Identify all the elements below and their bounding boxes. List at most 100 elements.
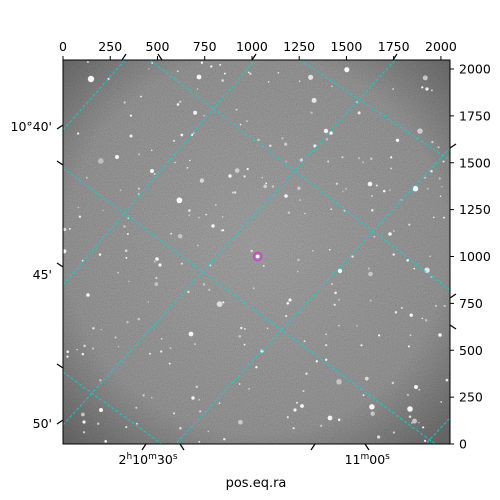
star: [223, 72, 226, 75]
star: [445, 378, 449, 382]
star: [176, 70, 179, 73]
star: [176, 197, 183, 204]
star: [392, 253, 395, 256]
bright-star: [87, 75, 95, 83]
star: [170, 232, 173, 235]
star: [142, 394, 145, 397]
star: [392, 88, 394, 90]
star: [238, 383, 241, 385]
star: [137, 193, 140, 195]
bright-star: [196, 74, 202, 80]
star: [271, 185, 275, 188]
image-frame: [62, 59, 451, 445]
star: [160, 350, 163, 353]
sky-image: [63, 60, 450, 444]
star: [302, 389, 305, 393]
star: [267, 81, 270, 83]
star: [364, 376, 369, 381]
world-tick-mark: [179, 443, 185, 451]
bright-star: [99, 408, 103, 412]
bright-star: [284, 194, 288, 198]
star: [179, 100, 182, 104]
star: [281, 137, 284, 140]
star: [137, 317, 141, 321]
dec-tick-label: 45': [33, 267, 52, 282]
star: [299, 199, 302, 202]
star: [345, 187, 347, 190]
star: [188, 209, 191, 212]
star: [180, 133, 184, 137]
star: [330, 208, 333, 210]
grid-line: [149, 60, 450, 291]
y-tick-label: 1500: [459, 155, 491, 170]
y-tick-label: 1250: [459, 202, 491, 217]
star: [438, 177, 441, 180]
star: [408, 223, 411, 226]
star: [286, 416, 289, 419]
star: [412, 418, 417, 424]
star: [409, 334, 412, 337]
star: [441, 185, 443, 188]
star: [187, 291, 190, 293]
star: [123, 225, 126, 228]
star: [286, 302, 290, 305]
star: [81, 352, 85, 356]
star: [394, 311, 398, 314]
star: [411, 422, 413, 424]
star: [252, 287, 255, 290]
star: [439, 195, 442, 198]
star: [422, 75, 428, 81]
world-tick-mark: [56, 124, 64, 130]
x-tick-label: 500: [146, 39, 170, 54]
star: [196, 88, 199, 90]
star: [440, 401, 443, 403]
star: [338, 324, 340, 327]
star: [311, 97, 317, 103]
star: [98, 158, 104, 164]
star: [429, 255, 431, 258]
y-tick-label: 500: [459, 343, 483, 358]
star: [417, 128, 423, 134]
star: [312, 250, 314, 252]
y-tick-label: 1000: [459, 249, 491, 264]
y-tick-label: 2000: [459, 62, 491, 77]
star: [296, 270, 299, 273]
star: [266, 327, 269, 330]
star: [114, 336, 117, 339]
star: [125, 426, 128, 429]
star: [207, 430, 210, 432]
star: [285, 160, 288, 163]
star: [98, 253, 102, 256]
grid-line: [63, 371, 163, 444]
star: [320, 424, 323, 427]
world-tick-mark: [141, 443, 147, 451]
star: [218, 402, 221, 405]
star: [246, 168, 249, 171]
star: [360, 344, 363, 347]
star: [395, 138, 400, 142]
star: [117, 345, 120, 348]
star: [325, 343, 328, 347]
x-tick-label: 1500: [331, 39, 363, 54]
star: [78, 215, 82, 218]
star: [197, 244, 199, 247]
star: [297, 258, 300, 262]
star: [310, 111, 313, 114]
star: [188, 214, 191, 217]
star: [148, 68, 150, 70]
star: [168, 362, 171, 365]
star: [423, 439, 427, 443]
star: [124, 249, 128, 252]
star: [371, 209, 374, 212]
star: [150, 396, 153, 399]
bright-star: [115, 155, 119, 159]
star: [335, 182, 338, 185]
star: [91, 347, 95, 350]
world-tick-mark: [310, 443, 316, 451]
bright-star: [329, 131, 333, 135]
grid-line: [63, 60, 126, 131]
star: [406, 393, 410, 397]
world-tick-mark: [449, 143, 457, 149]
star: [234, 168, 240, 173]
target-ring: [252, 251, 263, 262]
